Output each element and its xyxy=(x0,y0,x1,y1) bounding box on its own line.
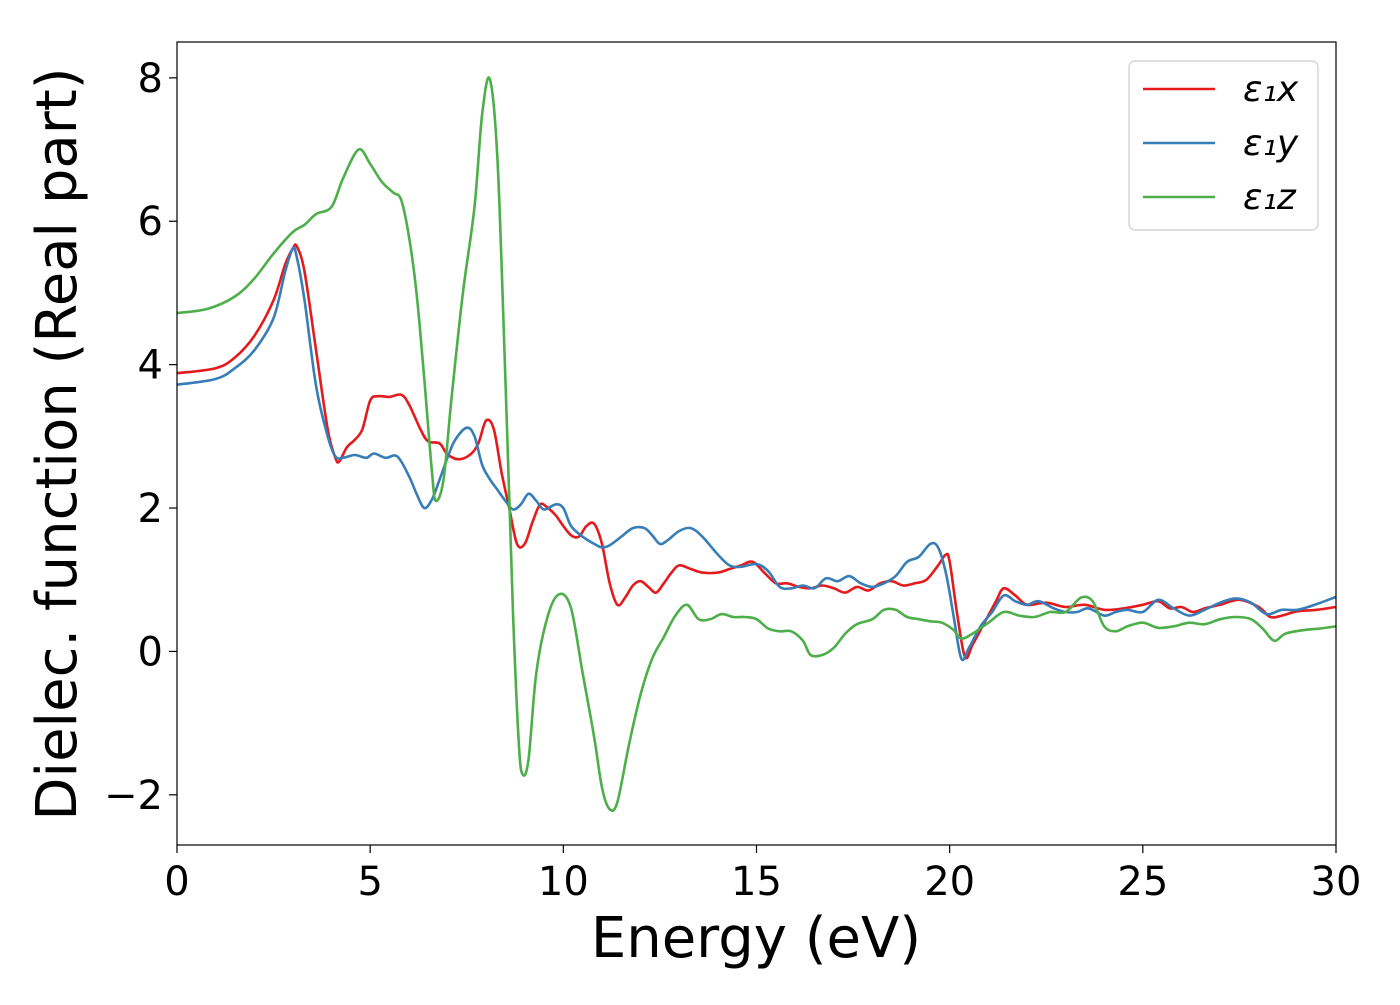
legend-label-0: ε₁x xyxy=(1243,69,1299,110)
x-tick-label: 15 xyxy=(731,859,782,905)
x-tick-label: 0 xyxy=(164,859,189,905)
legend-label-1: ε₁y xyxy=(1243,123,1299,164)
legend-label-2: ε₁z xyxy=(1243,177,1297,218)
y-tick-label: 6 xyxy=(138,199,163,245)
x-axis-label: Energy (eV) xyxy=(591,906,921,971)
y-tick-label: 0 xyxy=(138,629,163,675)
y-tick-label: 4 xyxy=(138,343,163,389)
legend-box xyxy=(1128,60,1319,231)
x-axis-ticks: 0 5 10 15 20 25 30 xyxy=(164,845,1361,905)
x-tick-label: 10 xyxy=(538,859,589,905)
y-tick-label: 2 xyxy=(138,486,163,532)
x-tick-label: 5 xyxy=(357,859,382,905)
x-tick-label: 25 xyxy=(1117,859,1168,905)
legend: ε₁x ε₁y ε₁z xyxy=(1128,60,1319,231)
y-axis-ticks: −2 0 2 4 6 8 xyxy=(104,56,177,819)
series-lines xyxy=(176,76,1337,813)
x-tick-label: 20 xyxy=(924,859,975,905)
series-line-0 xyxy=(176,243,1337,660)
series-line-1 xyxy=(176,246,1337,662)
y-axis-label: Dielec. function (Real part) xyxy=(25,67,90,820)
y-tick-label: 8 xyxy=(138,56,163,102)
series-line-2 xyxy=(176,76,1337,813)
y-tick-label: −2 xyxy=(104,773,163,819)
x-tick-label: 30 xyxy=(1311,859,1362,905)
